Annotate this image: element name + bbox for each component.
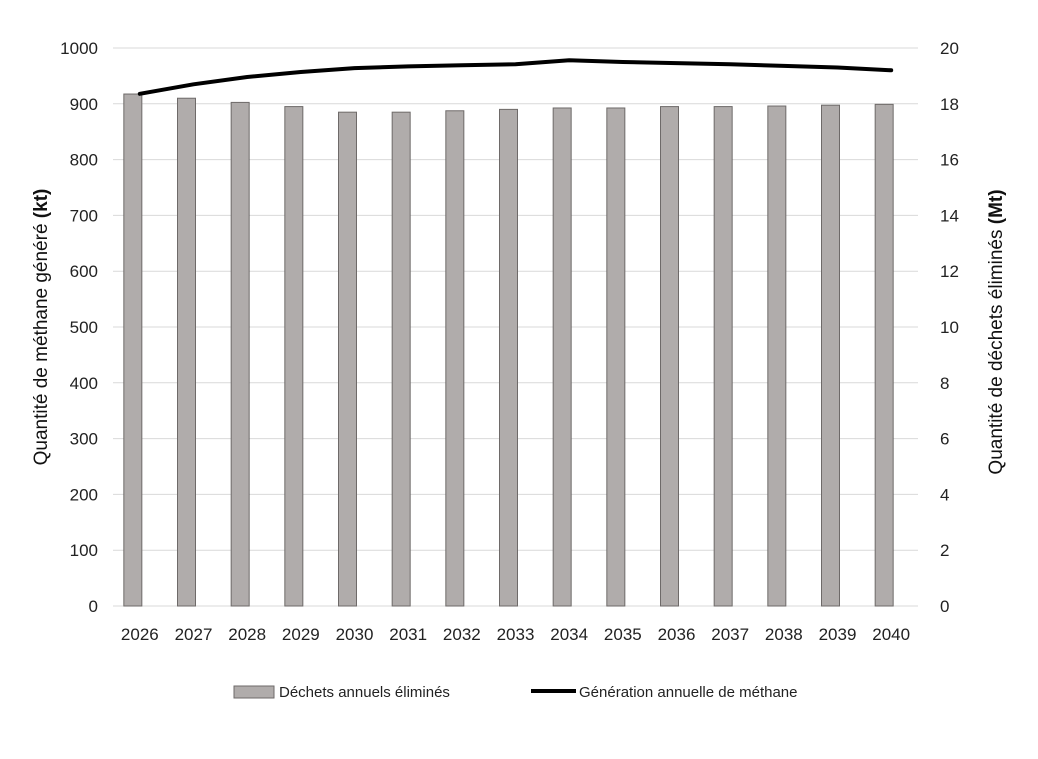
x-tick-label: 2030 — [336, 625, 374, 644]
bar — [338, 111, 357, 607]
bar — [660, 106, 679, 607]
bar — [230, 101, 250, 607]
bar — [713, 106, 733, 607]
left-tick-label: 600 — [70, 262, 98, 281]
x-tick-label: 2029 — [282, 625, 320, 644]
bar — [767, 105, 787, 607]
right-tick-label: 8 — [940, 374, 949, 393]
x-tick-label: 2034 — [550, 625, 588, 644]
left-axis-title: Quantité de méthane généré (kt) — [31, 189, 52, 466]
bar — [874, 103, 894, 607]
x-tick-label: 2026 — [121, 625, 159, 644]
right-tick-label: 16 — [940, 151, 959, 170]
x-tick-label: 2035 — [604, 625, 642, 644]
left-tick-label: 0 — [89, 597, 98, 616]
x-tick-label: 2040 — [872, 625, 910, 644]
right-tick-label: 14 — [940, 206, 959, 225]
bar — [284, 106, 304, 607]
x-tick-label: 2031 — [389, 625, 427, 644]
left-tick-label: 900 — [70, 95, 98, 114]
left-tick-label: 500 — [70, 318, 98, 337]
right-axis-ticks: 0 2 4 6 8 10 12 14 16 18 20 — [940, 39, 959, 616]
left-tick-label: 300 — [70, 430, 98, 449]
left-tick-label: 400 — [70, 374, 98, 393]
bar — [123, 93, 143, 607]
left-tick-label: 200 — [70, 485, 98, 504]
right-tick-label: 0 — [940, 597, 949, 616]
bar-series — [123, 93, 894, 607]
right-tick-label: 18 — [940, 95, 959, 114]
legend: Déchets annuels éliminés Génération annu… — [233, 684, 798, 701]
left-axis-ticks: 0 100 200 300 400 500 600 700 800 900 1000 — [60, 39, 98, 616]
x-tick-label: 2038 — [765, 625, 803, 644]
left-tick-label: 100 — [70, 541, 98, 560]
x-tick-label: 2039 — [819, 625, 857, 644]
left-tick-label: 800 — [70, 151, 98, 170]
right-tick-label: 6 — [940, 430, 949, 449]
bar — [821, 104, 840, 607]
x-tick-label: 2033 — [497, 625, 535, 644]
legend-bar-label: Déchets annuels éliminés — [279, 684, 450, 701]
bar — [391, 111, 411, 607]
x-tick-label: 2037 — [711, 625, 749, 644]
right-tick-label: 12 — [940, 262, 959, 281]
bar — [445, 110, 465, 607]
x-tick-label: 2027 — [175, 625, 213, 644]
x-tick-label: 2032 — [443, 625, 481, 644]
x-tick-label: 2028 — [228, 625, 266, 644]
x-axis-ticks: 2026 2027 2028 2029 2030 2031 2032 2033 2034 2035… — [121, 625, 910, 644]
right-tick-label: 2 — [940, 541, 949, 560]
left-tick-label: 1000 — [60, 39, 98, 58]
legend-bar-swatch — [233, 685, 275, 699]
bar — [552, 107, 572, 607]
right-tick-label: 20 — [940, 39, 959, 58]
bar — [499, 108, 518, 607]
right-tick-label: 10 — [940, 318, 959, 337]
bar — [606, 107, 626, 607]
bar — [177, 97, 196, 607]
legend-line-label: Génération annuelle de méthane — [579, 684, 798, 701]
line-series — [137, 58, 894, 96]
right-axis-title: Quantité de déchets éliminés (Mt) — [986, 189, 1007, 474]
x-tick-label: 2036 — [658, 625, 696, 644]
methane-line — [137, 58, 894, 96]
left-tick-label: 700 — [70, 206, 98, 225]
right-tick-label: 4 — [940, 485, 949, 504]
